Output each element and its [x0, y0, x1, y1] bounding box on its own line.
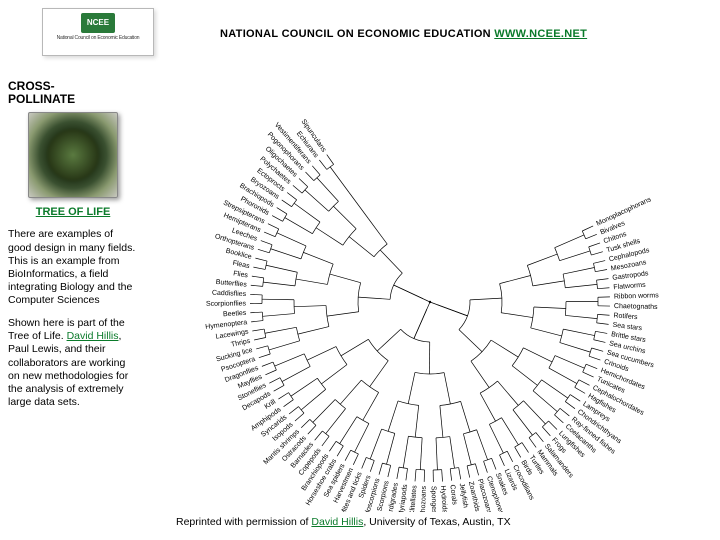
taxon-label: Sponges — [430, 486, 438, 512]
taxon-label: Fleas — [232, 260, 251, 270]
taxon-label: Myriapods — [398, 483, 409, 512]
taxon-label: Anthozoans — [420, 485, 428, 512]
footer-hillis-link[interactable]: David Hillis — [311, 516, 363, 528]
phylogenetic-tree: MonoplacophoransBivalvesChitonsTusk shel… — [150, 52, 710, 512]
taxon-label: Flatworms — [613, 282, 646, 292]
sidebar: CROSS- POLLINATE TREE OF LIFE There are … — [8, 80, 138, 419]
david-hillis-link[interactable]: David Hillis — [67, 330, 119, 342]
header-title: NATIONAL COUNCIL ON ECONOMIC EDUCATION W… — [220, 28, 587, 40]
header: NCEE National Council on Economic Educat… — [0, 8, 720, 58]
taxon-label: Chaetognaths — [614, 303, 658, 311]
taxon-label: Ribbon worms — [614, 292, 659, 300]
taxon-label: Butterflies — [215, 279, 247, 289]
sidebar-para-2: Shown here is part of the Tree of Life. … — [8, 317, 138, 409]
org-url-link[interactable]: WWW.NCEE.NET — [494, 28, 587, 40]
taxon-label: Corals — [448, 484, 457, 505]
taxon-label: Hydroids — [439, 485, 448, 512]
tree-thumbnail — [28, 112, 118, 198]
taxon-label: Sea stars — [612, 322, 643, 333]
taxon-label: Clitellates — [409, 485, 419, 512]
tree-of-life-link[interactable]: TREE OF LIFE — [8, 206, 138, 218]
footer-credit: Reprinted with permission of David Hilli… — [176, 516, 511, 528]
org-name: NATIONAL COUNCIL ON ECONOMIC EDUCATION — [220, 28, 491, 40]
taxon-label: Scorpionflies — [206, 300, 247, 307]
taxon-label: Beetles — [223, 310, 247, 318]
logo-badge: NCEE — [81, 13, 115, 33]
sidebar-para-1: There are examples of good design in man… — [8, 228, 138, 307]
taxon-label: Jellyfish — [458, 483, 469, 509]
logo-caption: National Council on Economic Education — [43, 35, 153, 41]
taxon-label: Caddisflies — [212, 290, 247, 298]
footer-prefix: Reprinted with permission of — [176, 516, 311, 528]
logo: NCEE National Council on Economic Educat… — [42, 8, 154, 56]
title-line-1: CROSS- — [8, 79, 55, 93]
taxon-label: Flies — [233, 270, 249, 279]
footer-suffix: , University of Texas, Austin, TX — [363, 516, 510, 528]
title-line-2: POLLINATE — [8, 92, 75, 106]
taxon-label: Gastropods — [612, 270, 649, 282]
sidebar-title: CROSS- POLLINATE — [8, 80, 138, 106]
taxon-label: Rotifers — [613, 312, 638, 321]
